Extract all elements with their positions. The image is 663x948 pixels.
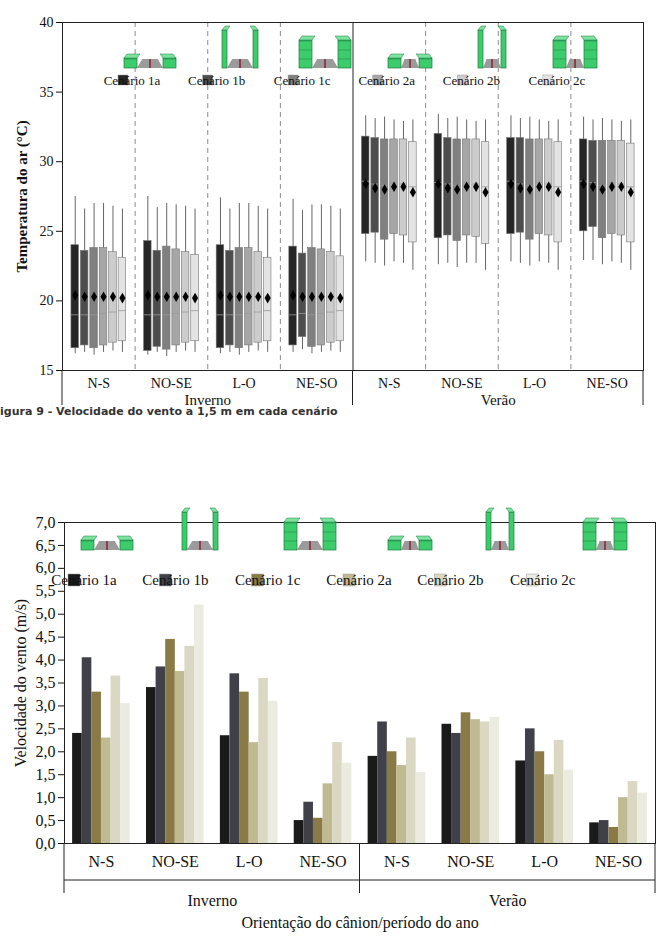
svg-text:Cenário 1a: Cenário 1a [104, 73, 161, 88]
svg-text:N-S: N-S [89, 853, 115, 870]
svg-text:NE-SO: NE-SO [296, 376, 337, 391]
svg-text:Verão: Verão [481, 392, 516, 405]
svg-text:N-S: N-S [88, 376, 111, 391]
svg-text:Temperatura do ar (°C): Temperatura do ar (°C) [14, 120, 31, 272]
svg-text:6,5: 6,5 [36, 537, 56, 554]
svg-text:N-S: N-S [384, 853, 410, 870]
svg-text:15: 15 [40, 363, 54, 378]
svg-text:NO-SE: NO-SE [151, 376, 192, 391]
svg-text:Cenário 2c: Cenário 2c [528, 73, 585, 88]
svg-text:NE-SO: NE-SO [587, 376, 628, 391]
svg-text:5,5: 5,5 [35, 582, 56, 600]
svg-text:Cenário 2a: Cenário 2a [358, 73, 415, 88]
svg-text:Cenário 1c: Cenário 1c [274, 73, 331, 88]
svg-text:Verão: Verão [489, 892, 526, 909]
svg-text:NO-SE: NO-SE [441, 376, 482, 391]
svg-text:3,5: 3,5 [36, 674, 56, 691]
svg-text:NO-SE: NO-SE [152, 853, 199, 870]
html-text:igura 9 - Velocidade do vento: igura 9 - Velocidade do vento a 1,5 m em… [0, 405, 338, 418]
svg-text:Inverno: Inverno [184, 392, 231, 405]
svg-text:Cenário 2c: Cenário 2c [510, 572, 576, 588]
svg-text:35: 35 [40, 85, 54, 100]
svg-text:L-O: L-O [531, 853, 558, 870]
svg-text:Inverno: Inverno [187, 892, 237, 909]
svg-text:Cenário 2b: Cenário 2b [417, 572, 483, 588]
svg-text:7,0: 7,0 [36, 514, 56, 531]
svg-text:NO-SE: NO-SE [447, 853, 494, 870]
svg-text:40: 40 [40, 15, 54, 30]
svg-text:1,0: 1,0 [36, 789, 56, 806]
svg-text:Cenário 2a: Cenário 2a [326, 572, 392, 588]
svg-text:Cenário 1c: Cenário 1c [235, 572, 301, 588]
svg-text:Cenário 1b: Cenário 1b [142, 572, 208, 588]
svg-text:NE-SO: NE-SO [595, 853, 642, 870]
svg-text:Cenário 1a: Cenário 1a [51, 572, 117, 588]
svg-text:Velocidade do vento (m/s): Velocidade do vento (m/s) [12, 599, 30, 767]
svg-text:4,5: 4,5 [36, 628, 56, 645]
svg-text:0,5: 0,5 [36, 812, 56, 829]
svg-text:L-O: L-O [523, 376, 546, 391]
svg-text:Cenário 2b: Cenário 2b [443, 73, 500, 88]
svg-text:3,0: 3,0 [36, 697, 56, 714]
svg-text:4,0: 4,0 [36, 651, 56, 668]
svg-text:2,5: 2,5 [36, 720, 56, 737]
svg-text:5,0: 5,0 [36, 605, 56, 622]
svg-text:20: 20 [40, 293, 54, 308]
svg-text:1,5: 1,5 [36, 766, 56, 783]
svg-text:0,0: 0,0 [36, 835, 56, 852]
svg-text:NE-SO: NE-SO [300, 853, 347, 870]
svg-text:2,0: 2,0 [36, 743, 56, 760]
svg-text:30: 30 [40, 154, 54, 169]
svg-text:L-O: L-O [236, 853, 263, 870]
svg-text:N-S: N-S [378, 376, 401, 391]
svg-text:6,0: 6,0 [35, 559, 56, 577]
svg-text:Orientação do cânion/período d: Orientação do cânion/período do ano [241, 914, 478, 932]
svg-text:L-O: L-O [232, 376, 255, 391]
svg-text:25: 25 [40, 224, 54, 239]
svg-text:Cenário 1b: Cenário 1b [188, 73, 245, 88]
